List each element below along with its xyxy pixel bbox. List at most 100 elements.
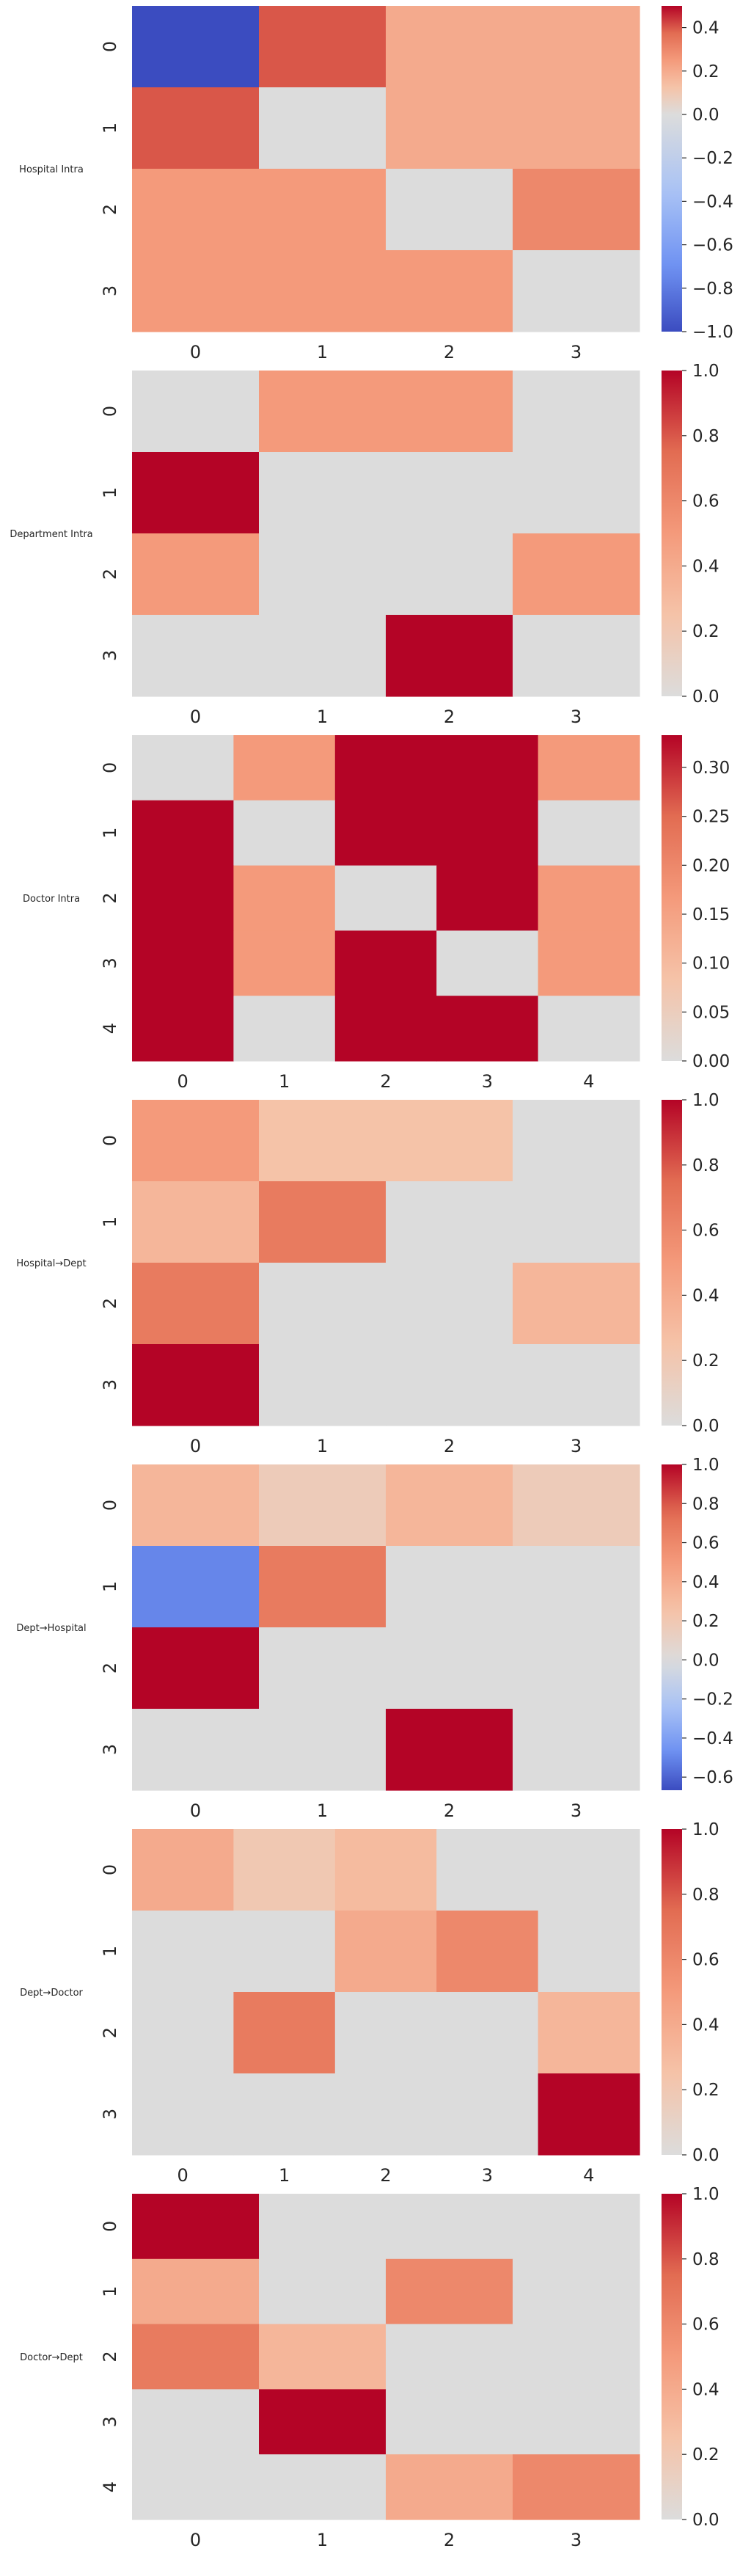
- heatmap-cell: [386, 1464, 513, 1547]
- heatmap-cell: [386, 1344, 513, 1426]
- colorbar-tick-label: −0.4: [692, 192, 733, 211]
- heatmap-cell: [513, 87, 640, 169]
- heatmap-cell: [538, 865, 640, 931]
- colorbar-tick-label: −0.2: [692, 149, 733, 168]
- heatmap-cell: [233, 996, 336, 1062]
- heatmap-cell: [233, 1829, 336, 1911]
- colorbar-tick-label: 0.0: [692, 2511, 719, 2530]
- heatmap-cell: [513, 371, 640, 453]
- heatmap-cell: [513, 2324, 640, 2390]
- heatmap-cell: [259, 533, 387, 616]
- x-tick-label: 2: [380, 1071, 391, 1092]
- y-tick-label: 3: [100, 957, 120, 968]
- colorbar-tick-label: −0.2: [692, 1690, 733, 1710]
- x-tick-label: 1: [317, 1800, 328, 1821]
- colorbar-tick-label: 0.20: [692, 856, 730, 875]
- heatmap-cell: [259, 1344, 387, 1426]
- y-tick-label: 2: [100, 2351, 120, 2362]
- heatmap-cell: [132, 930, 234, 996]
- x-tick-label: 3: [571, 342, 582, 362]
- heatmap-cell: [132, 6, 260, 88]
- panel-row-label: Hospital Intra: [19, 164, 84, 175]
- x-tick-label: 1: [317, 707, 328, 727]
- heatmap-cell: [334, 800, 437, 866]
- heatmap-cell: [132, 1911, 234, 1993]
- x-tick-label: 0: [190, 342, 201, 362]
- y-tick-label: 3: [100, 285, 120, 296]
- colorbar-tick-label: 0.6: [692, 492, 719, 511]
- heatmap-cell: [132, 615, 260, 697]
- x-tick-label: 0: [190, 1800, 201, 1821]
- heatmap-cell: [259, 2194, 387, 2260]
- heatmap-cell: [233, 735, 336, 801]
- heatmap-cell: [513, 1464, 640, 1547]
- heatmap-cell: [386, 1263, 513, 1345]
- y-tick-label: 1: [100, 1216, 120, 1227]
- heatmap-cell: [259, 2258, 387, 2325]
- x-tick-label: 0: [190, 2530, 201, 2550]
- colorbar-tick-label: 0.4: [692, 2015, 719, 2035]
- y-tick-label: 4: [100, 1023, 120, 1034]
- heatmap-cell: [259, 615, 387, 697]
- heatmap-cell: [233, 800, 336, 866]
- colorbar-tick-label: 0.10: [692, 955, 730, 974]
- colorbar-tick-label: 0.4: [692, 1286, 719, 1305]
- heatmap-cell: [513, 250, 640, 332]
- colorbar-tick-label: 1.0: [692, 1820, 719, 1839]
- heatmap-cell: [386, 2389, 513, 2455]
- colorbar-tick-label: 0.05: [692, 1003, 730, 1022]
- colorbar-tick-label: 0.8: [692, 1886, 719, 1905]
- heatmap-cell: [513, 1627, 640, 1710]
- heatmap-cell: [132, 2073, 234, 2156]
- colorbar-tick-label: 0.8: [692, 1495, 719, 1514]
- heatmap-cell: [334, 1829, 437, 1911]
- colorbar-tick-label: 1.0: [692, 2185, 719, 2204]
- heatmap-cell: [513, 452, 640, 534]
- heatmap-cell: [334, 735, 437, 801]
- y-tick-label: 1: [100, 828, 120, 839]
- heatmap-cell: [259, 1263, 387, 1345]
- y-tick-label: 3: [100, 2416, 120, 2427]
- y-tick-label: 3: [100, 1744, 120, 1755]
- heatmap-cell: [132, 1263, 260, 1345]
- heatmap-cell: [132, 1100, 260, 1182]
- colorbar: [662, 371, 682, 696]
- heatmap-cell: [538, 930, 640, 996]
- x-tick-label: 0: [190, 1436, 201, 1456]
- heatmap-cell: [259, 1709, 387, 1791]
- x-tick-label: 2: [444, 2530, 455, 2550]
- colorbar-tick-label: 0.4: [692, 2380, 719, 2399]
- heatmap-cell: [436, 800, 539, 866]
- colorbar-tick-label: 0.8: [692, 1156, 719, 1175]
- colorbar: [662, 1829, 682, 2155]
- heatmap-cell: [538, 735, 640, 801]
- y-tick-label: 0: [100, 1500, 120, 1511]
- heatmap-cell: [132, 452, 260, 534]
- heatmap-cell: [334, 930, 437, 996]
- heatmap-cell: [259, 1100, 387, 1182]
- colorbar: [662, 2194, 682, 2520]
- y-tick-label: 0: [100, 406, 120, 417]
- heatmap-cell: [132, 533, 260, 616]
- heatmap-cell: [386, 250, 513, 332]
- heatmap-cell: [513, 2389, 640, 2455]
- colorbar-tick-label: 0.2: [692, 2445, 719, 2464]
- heatmap-cell: [132, 1829, 234, 1911]
- heatmap-cell: [334, 996, 437, 1062]
- x-tick-label: 2: [444, 1436, 455, 1456]
- heatmap-cell: [513, 1344, 640, 1426]
- y-tick-label: 3: [100, 1379, 120, 1390]
- y-tick-label: 1: [100, 1581, 120, 1592]
- heatmap-cell: [259, 452, 387, 534]
- colorbar-tick-label: 0.0: [692, 106, 719, 125]
- heatmap-cell: [386, 452, 513, 534]
- heatmap-cell: [436, 1992, 539, 2074]
- heatmap-cell: [386, 2258, 513, 2325]
- heatmap-cell: [334, 1992, 437, 2074]
- heatmap-cell: [513, 615, 640, 697]
- y-tick-label: 2: [100, 204, 120, 215]
- heatmap-cell: [386, 533, 513, 616]
- heatmap-cell: [386, 1709, 513, 1791]
- heatmap-cell: [233, 2073, 336, 2156]
